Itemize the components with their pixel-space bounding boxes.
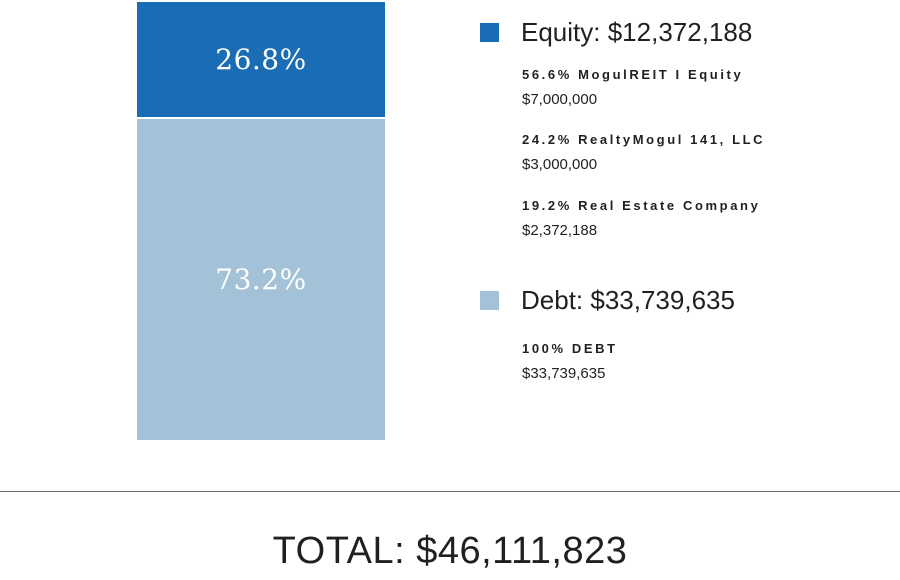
legend-item: 24.2% RealtyMogul 141, LLC $3,000,000 [522,132,765,173]
data-label: 26.8% [215,43,307,76]
legend-item-amount: $7,000,000 [522,91,598,108]
legend-item-amount: $3,000,000 [522,156,598,173]
legend-group-debt: Debt: $33,739,635 100% DEBT $33,739,635 [480,284,735,382]
bar-segment-equity: 26.8% [137,2,385,117]
legend-item-name: 19.2% Real Estate Company [522,198,761,213]
legend-item: 19.2% Real Estate Company $2,372,188 [522,198,760,239]
divider [0,491,900,492]
legend-swatch-debt [480,290,499,310]
legend-item-amount: $33,739,635 [522,365,606,382]
legend-item-name: 24.2% RealtyMogul 141, LLC [522,132,766,147]
legend-item: 100% DEBT $33,739,635 [522,341,618,382]
legend-title-debt: Debt: $33,739,635 [521,284,735,315]
legend-item: 56.6% MogulREIT I Equity $7,000,000 [522,67,743,108]
legend-title-equity: Equity: $12,372,188 [521,16,753,47]
legend-swatch-equity [480,22,499,42]
legend-group-equity: Equity: $12,372,188 56.6% MogulREIT I Eq… [480,16,763,239]
legend-item-name: 100% DEBT [522,341,618,356]
legend-item-name: 56.6% MogulREIT I Equity [522,67,744,82]
total-label: TOTAL: $46,111,823 [272,530,628,572]
legend-item-amount: $2,372,188 [522,222,598,239]
bar-segment-debt: 73.2% [137,119,385,440]
data-label: 73.2% [215,263,307,296]
stacked-bar: 26.8% 73.2% [137,2,385,440]
